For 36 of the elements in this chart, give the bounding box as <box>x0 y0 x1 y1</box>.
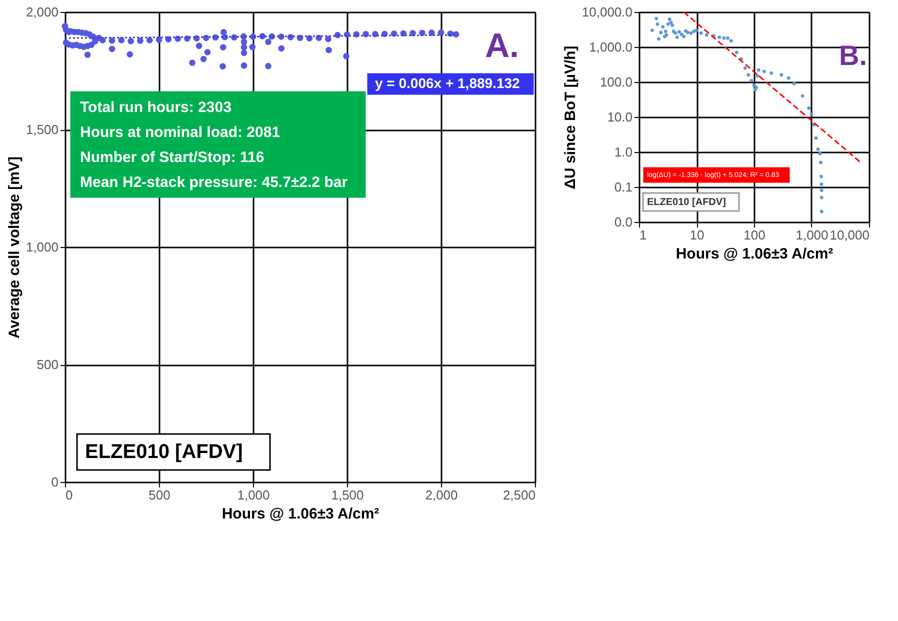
x-tick-label: 500 <box>148 488 170 502</box>
y-tick-label: 500 <box>36 357 58 372</box>
x-tick-label: 1,500 <box>331 488 364 502</box>
y-tick-label: 0 <box>51 474 58 490</box>
annotation: ELZE010 [AFDV] <box>647 197 726 208</box>
y-axis-title: ΔU since BoT [µV/h] <box>562 46 579 190</box>
annotation: Hours at nominal load: 2081 <box>80 124 280 141</box>
annotation: Number of Start/Stop: 116 <box>80 149 264 166</box>
x-tick-label: 0 <box>66 488 73 502</box>
x-tick-label: 100 <box>744 228 766 242</box>
x-tick-label: 10,000 <box>830 228 870 242</box>
annotation: Total run hours: 2303 <box>80 99 232 116</box>
y-tick-label: 0.0 <box>614 214 632 230</box>
annotation: Mean H2-stack pressure: 45.7±2.2 bar <box>80 174 348 191</box>
x-axis-title: Hours @ 1.06±3 A/cm² <box>222 506 380 522</box>
x-tick-label: 1,000 <box>796 228 828 242</box>
x-axis-title: Hours @ 1.06±3 A/cm² <box>676 246 834 262</box>
annotation: A. <box>485 27 519 65</box>
y-tick-label: 10.0 <box>607 110 632 124</box>
annotation: ELZE010 [AFDV] <box>85 441 243 463</box>
y-tick-label: 1.0 <box>614 144 632 160</box>
y-tick-label: 10,000.0 <box>582 4 632 20</box>
annotation: B. <box>839 40 867 71</box>
x-tick-label: 10 <box>690 228 704 242</box>
annotation: y = 0.006x + 1,889.132 <box>375 75 520 91</box>
x-tick-label: 2,000 <box>425 488 458 502</box>
y-axis-title: Average cell voltage [mV] <box>6 156 23 339</box>
y-tick-label: 100.0 <box>600 74 632 90</box>
y-tick-label: 1,000.0 <box>589 40 632 54</box>
x-tick-label: 2,500 <box>502 488 536 502</box>
y-tick-label: 1,500 <box>26 122 58 137</box>
x-tick-label: 1,000 <box>237 488 270 502</box>
x-tick-label: 1 <box>640 228 647 242</box>
y-tick-label: 1,000 <box>26 240 58 254</box>
y-tick-label: 2,000 <box>26 4 58 20</box>
y-tick-label: 0.1 <box>614 180 632 194</box>
